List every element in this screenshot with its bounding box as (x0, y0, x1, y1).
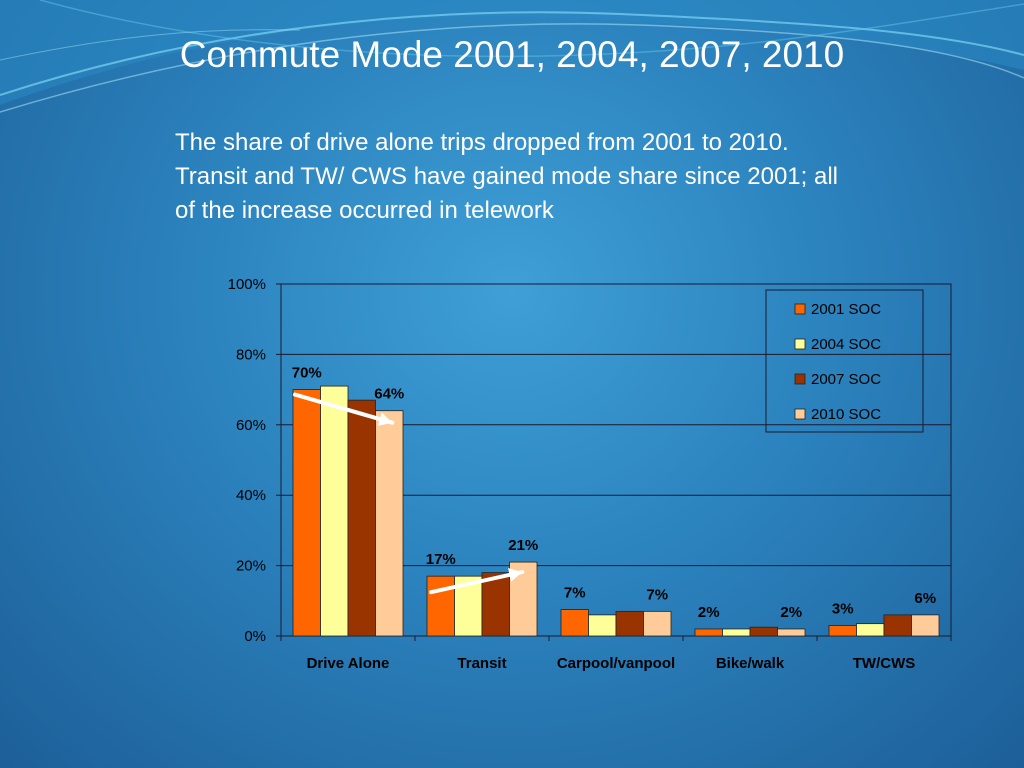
bar (883, 614, 912, 637)
x-tick-label: Drive Alone (307, 655, 390, 672)
subtitle-line-1: The share of drive alone trips dropped f… (175, 129, 789, 156)
bar (722, 628, 751, 637)
legend-label: 2007 SOC (811, 371, 881, 388)
y-tick-label: 80% (236, 346, 266, 363)
bar (375, 410, 404, 637)
legend-swatch (794, 408, 806, 420)
legend-swatch (794, 303, 806, 315)
trend-arrow-shaft (429, 570, 525, 595)
data-label: 21% (508, 537, 538, 554)
subtitle-line-3: of the increase occurred in telework (175, 197, 554, 224)
slide-subtitle: The share of drive alone trips dropped f… (175, 126, 975, 228)
bar (560, 609, 589, 637)
bar (615, 610, 644, 637)
data-label: 7% (564, 585, 586, 602)
bar (588, 614, 617, 637)
legend-label: 2004 SOC (811, 336, 881, 353)
bar (292, 389, 321, 637)
data-label: 2% (780, 604, 802, 621)
bar (856, 623, 885, 637)
y-tick-label: 0% (244, 628, 266, 645)
legend-swatch (794, 373, 806, 385)
data-label: 17% (426, 551, 456, 568)
data-label: 64% (374, 386, 404, 403)
data-label: 7% (646, 586, 668, 603)
legend-label: 2001 SOC (811, 301, 881, 318)
bar (481, 572, 510, 637)
x-tick-label: Carpool/vanpool (557, 655, 675, 672)
bar (426, 575, 455, 637)
trend-arrow-head (377, 412, 393, 426)
bar (694, 628, 723, 637)
bar (643, 610, 672, 637)
bar (347, 399, 376, 637)
subtitle-line-2: Transit and TW/ CWS have gained mode sha… (175, 163, 838, 190)
trend-arrow-head (508, 568, 523, 582)
slide-title: Commute Mode 2001, 2004, 2007, 2010 (179, 34, 845, 75)
bar (911, 614, 940, 637)
y-tick-label: 40% (236, 487, 266, 504)
data-label: 6% (914, 590, 936, 607)
legend-swatch (794, 338, 806, 350)
y-tick-label: 60% (236, 417, 266, 434)
trend-arrow-shaft (293, 392, 395, 425)
x-tick-label: Bike/walk (716, 655, 785, 672)
bar (828, 625, 857, 637)
legend-box (765, 289, 924, 433)
x-tick-label: TW/CWS (853, 655, 915, 672)
legend-label: 2010 SOC (811, 406, 881, 423)
bar (320, 385, 349, 637)
bar (777, 628, 806, 637)
bar (454, 575, 483, 637)
x-tick-label: Transit (457, 655, 506, 672)
bar (749, 626, 778, 637)
data-label: 3% (832, 600, 854, 617)
data-label: 2% (698, 604, 720, 621)
y-tick-label: 20% (236, 558, 266, 575)
data-label: 70% (292, 365, 322, 382)
y-tick-label: 100% (228, 276, 266, 293)
